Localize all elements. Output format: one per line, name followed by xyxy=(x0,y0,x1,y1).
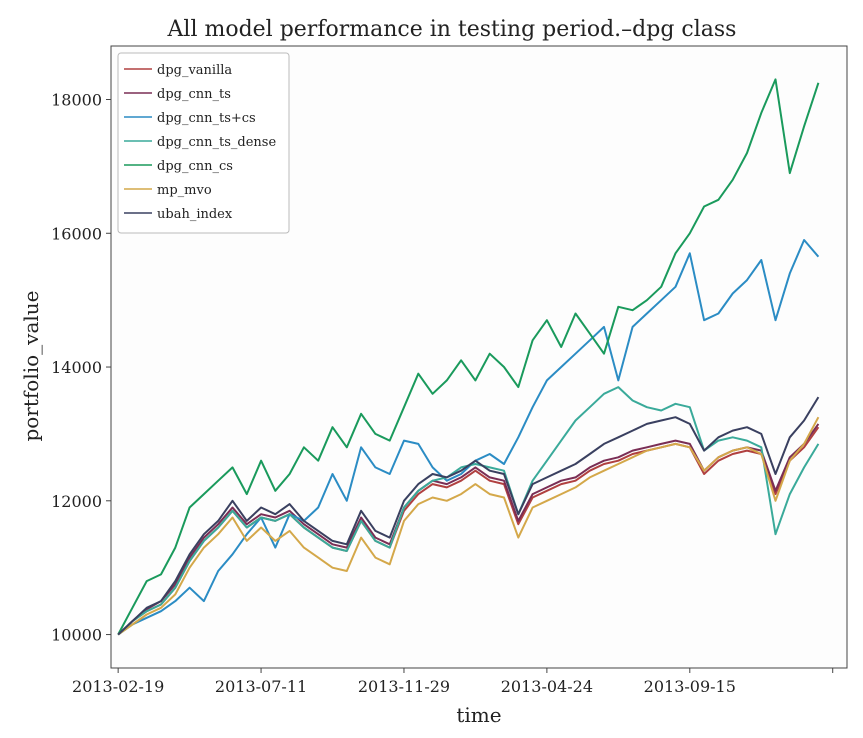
y-axis: 10000 12000 14000 16000 18000 xyxy=(51,91,111,645)
y-axis-label: portfolio_value xyxy=(19,290,43,441)
series-line-mp_mvo xyxy=(117,416,820,636)
x-tick-label: 2013-07-11 xyxy=(215,677,307,696)
y-tick-label: 16000 xyxy=(51,224,102,243)
series-line-dpg_cnn_cs xyxy=(117,78,820,636)
y-tick-label: 18000 xyxy=(51,91,102,110)
x-tick-label: 2013-02-19 xyxy=(72,677,164,696)
x-tick-label: 2013-04-24 xyxy=(501,677,593,696)
legend-label: dpg_cnn_ts+cs xyxy=(157,111,256,126)
x-axis: 2013-02-19 2013-07-11 2013-11-29 2013-04-24… xyxy=(72,668,834,696)
legend-label: dpg_vanilla xyxy=(157,63,232,78)
legend-label: mp_mvo xyxy=(157,183,212,198)
series-line-dpg_cnn_ts+cs xyxy=(117,239,820,636)
legend-label: dpg_cnn_cs xyxy=(157,159,233,174)
legend: dpg_vanilla dpg_cnn_ts dpg_cnn_ts+cs dpg_cn… xyxy=(117,52,290,234)
series-line-ubah_index xyxy=(117,396,820,636)
x-axis-label: time xyxy=(456,703,501,727)
y-tick-label: 14000 xyxy=(51,358,102,377)
legend-label: dpg_cnn_ts_dense xyxy=(157,135,276,150)
legend-box xyxy=(117,52,290,234)
legend-label: ubah_index xyxy=(157,207,233,222)
legend-label: dpg_cnn_ts xyxy=(157,87,231,102)
chart-title: All model performance in testing period.… xyxy=(167,17,737,42)
x-tick-label: 2013-11-29 xyxy=(358,677,450,696)
x-tick-label: 2013-09-15 xyxy=(644,677,736,696)
y-tick-label: 12000 xyxy=(51,492,102,511)
y-tick-label: 10000 xyxy=(51,626,102,645)
series-lines xyxy=(117,78,820,636)
